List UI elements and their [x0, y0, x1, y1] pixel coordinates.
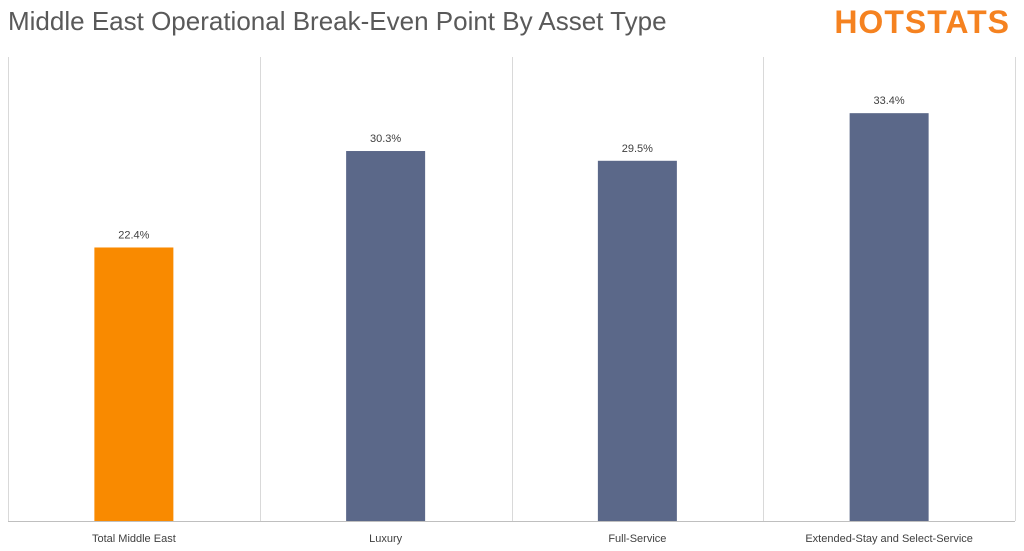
data-label: 33.4% — [874, 95, 905, 107]
labels-layer: 22.4% Total Middle East 30.3% Luxury 29.5% Fu… — [92, 95, 973, 545]
data-label: 22.4% — [118, 229, 149, 241]
hotstats-logo: HOTSTATS — [834, 4, 1010, 40]
category-label: Luxury — [369, 533, 403, 545]
grid-layer — [8, 57, 1016, 522]
bar-extended-stay-and-select-service — [849, 113, 929, 521]
bars-layer — [94, 113, 929, 522]
category-label: Full-Service — [608, 533, 666, 545]
bar-luxury — [346, 151, 426, 521]
bar-total-middle-east — [94, 247, 174, 522]
data-label: 29.5% — [622, 143, 653, 155]
category-label: Total Middle East — [92, 533, 176, 545]
data-label: 30.3% — [370, 133, 401, 145]
category-label: Extended-Stay and Select-Service — [805, 533, 973, 545]
chart-title: Middle East Operational Break-Even Point… — [8, 6, 667, 36]
bar-full-service — [597, 160, 677, 521]
